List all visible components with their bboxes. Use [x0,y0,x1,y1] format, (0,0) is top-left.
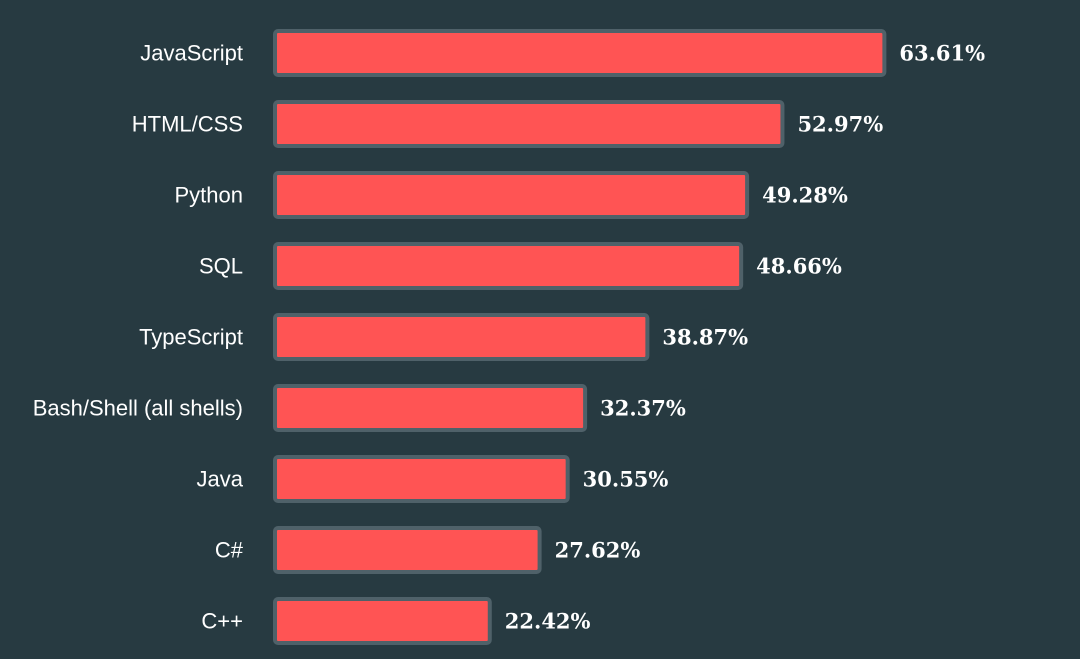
value-label-0: 63.61% [899,41,985,66]
category-label-5: Bash/Shell (all shells) [33,396,243,421]
bar-6 [273,455,570,503]
value-label-1: 52.97% [797,112,883,137]
bar-1 [273,100,785,148]
bar-8 [273,597,492,645]
category-label-6: Java [197,467,244,492]
category-labels-group: JavaScript HTML/CSS Python SQL TypeScript Bas… [33,41,244,634]
value-labels-group: 63.61% 52.97% 49.28% 48.66% 38.87% 32.37% 30.5… [505,41,985,634]
category-label-0: JavaScript [140,41,243,66]
value-label-3: 48.66% [756,254,842,279]
bar-2 [273,171,750,219]
value-label-5: 32.37% [600,396,686,421]
category-label-1: HTML/CSS [132,112,243,137]
bar-3 [273,242,744,290]
value-label-4: 38.87% [662,325,748,350]
category-label-2: Python [175,183,244,208]
bar-4 [273,313,650,361]
category-label-8: C++ [201,609,243,634]
category-label-3: SQL [199,254,243,279]
bar-7 [273,526,542,574]
category-label-7: C# [215,538,244,563]
category-label-4: TypeScript [139,325,243,350]
value-label-8: 22.42% [505,609,591,634]
bar-5 [273,384,588,432]
bar-0 [273,29,887,77]
value-label-7: 27.62% [555,538,641,563]
bars-group [273,29,887,645]
value-label-6: 30.55% [583,467,669,492]
value-label-2: 49.28% [762,183,848,208]
